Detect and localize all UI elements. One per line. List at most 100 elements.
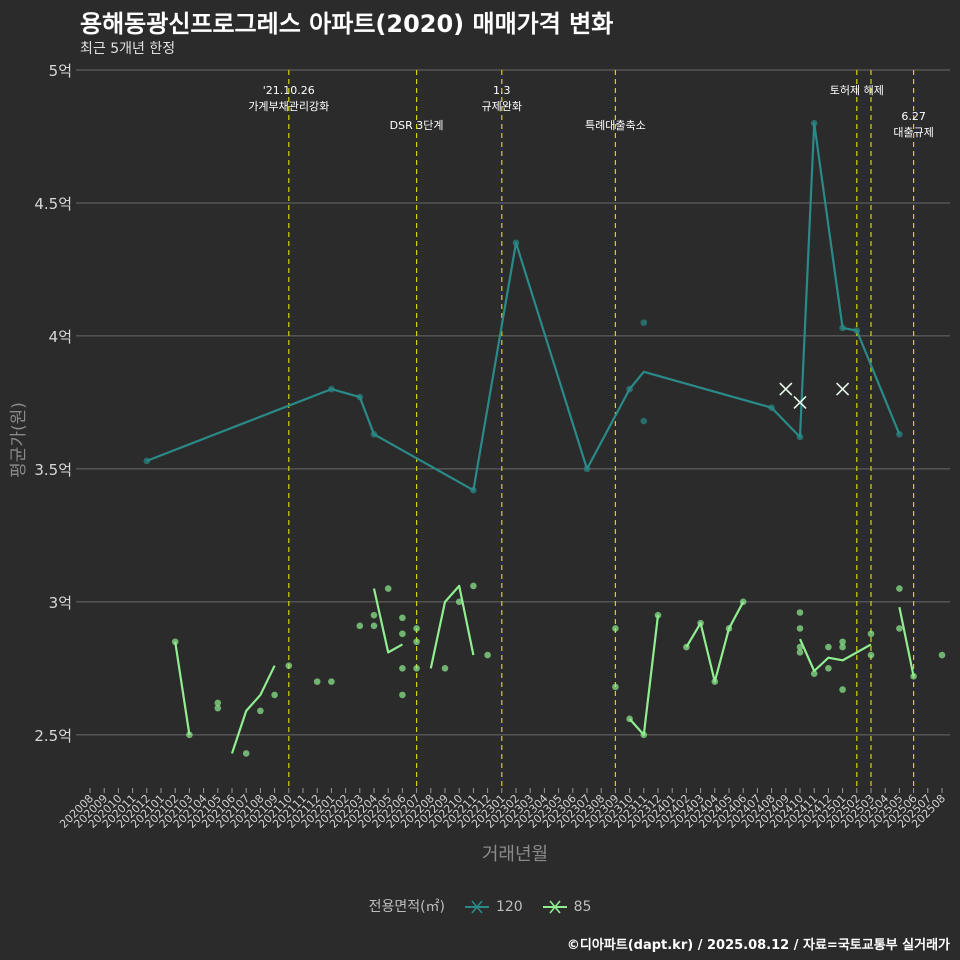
event-label: 특례대출축소 [585, 119, 646, 132]
event-label: 가계부채관리강화 [248, 100, 329, 113]
series-85-point [257, 707, 264, 715]
series-85-point [725, 625, 733, 632]
x-axis-label: 거래년월 [482, 844, 548, 865]
series-120-point [796, 433, 804, 441]
series-85-point [612, 683, 619, 691]
series-85-point [825, 643, 832, 651]
series-85-point [896, 625, 903, 632]
series-85-point [285, 662, 293, 669]
series-85-point [697, 619, 704, 627]
series-85-point [825, 665, 832, 672]
series-85-line [798, 638, 872, 673]
y-tick-label: 4억 [49, 328, 72, 346]
series-120-point [143, 457, 151, 465]
series-85-point [384, 585, 392, 592]
series-120-cross-point [779, 382, 793, 396]
series-120-point [370, 431, 378, 438]
series-120-cross-point [793, 395, 807, 409]
series-85-line [372, 588, 403, 654]
legend-label-85: 85 [573, 899, 592, 915]
event-label: 토허제 해제 [830, 83, 884, 97]
source-caption: ©디아파트(dapt.kr) / 2025.08.12 / 자료=국토교통부 실… [566, 938, 950, 953]
series-85-point [413, 625, 420, 632]
series-120-point [839, 324, 846, 332]
y-tick-label: 5억 [49, 62, 72, 80]
series-85-point [683, 643, 690, 651]
series-85-point [399, 614, 406, 622]
y-axis-label: 평균가(원) [9, 402, 29, 478]
series-85-point [470, 582, 477, 590]
event-label: 규제완화 [482, 100, 522, 113]
series-85-line [685, 601, 745, 683]
event-label: '21.10.26 [263, 84, 315, 97]
legend-key-85 [543, 900, 568, 914]
series-120-point [356, 393, 364, 401]
series-120-point [768, 404, 775, 412]
series-120-point [626, 385, 633, 393]
series-85-point [867, 651, 875, 659]
event-label: DSR 3단계 [390, 119, 444, 132]
series-85-point [441, 665, 449, 672]
series-120-point [640, 417, 648, 425]
series-85-point [626, 715, 633, 723]
legend-item-120: 120 [463, 899, 523, 915]
legend: 전용면적(㎡) 120 85 [0, 896, 960, 916]
series-120-point [810, 119, 818, 127]
cross-stroke [793, 395, 807, 409]
series-85-point [399, 665, 406, 672]
series-85-point [413, 638, 420, 646]
series-85-point [796, 609, 804, 616]
event-label: 대출규제 [893, 126, 933, 139]
series-85-point [810, 670, 818, 677]
series-120-point [328, 385, 335, 393]
series-85-point [796, 625, 804, 632]
series-85-line [174, 641, 191, 735]
chart-title: 용해동광신프로그레스 아파트(2020) 매매가격 변화 [80, 10, 614, 38]
series-85-point [796, 649, 804, 656]
series-120-point [853, 327, 861, 334]
series-85-point [839, 643, 846, 651]
series-85-point [242, 750, 250, 757]
series-85-point [711, 678, 719, 685]
series-85-point [271, 691, 278, 699]
series-120-point [512, 239, 520, 247]
series-85-point [867, 630, 875, 638]
series-85-point [313, 678, 321, 685]
series-85-point [910, 673, 917, 680]
series-85-point [455, 598, 463, 606]
series-85-point [214, 704, 222, 712]
event-label: 1.3 [493, 84, 511, 97]
series-85-point [214, 699, 222, 707]
series-85-point [839, 686, 846, 693]
series-85-point [484, 651, 491, 659]
series-85-point [328, 678, 335, 685]
event-label: 6.27 [901, 110, 926, 123]
series-85-point [399, 630, 406, 638]
series-85-line [230, 665, 276, 754]
chart-subtitle: 최근 5개년 한정 [80, 41, 176, 57]
series-120-point [640, 319, 648, 326]
y-tick-label: 3.5억 [34, 461, 72, 479]
series-85-point [796, 643, 804, 651]
series-85-line [628, 615, 660, 736]
series-85-point [356, 622, 364, 630]
series-120-point [583, 465, 591, 473]
series-120-point [896, 431, 903, 438]
legend-key-120 [465, 900, 490, 914]
series-85-point [370, 622, 378, 630]
series-85-point [370, 611, 378, 619]
series-85-point [839, 638, 846, 646]
series-85-point [413, 665, 420, 672]
cross-stroke [836, 382, 850, 396]
series-85-point [896, 585, 903, 592]
series-85-point [640, 731, 648, 739]
series-120-cross-point [836, 382, 850, 396]
series-85-point [171, 638, 179, 646]
legend-label-120: 120 [495, 899, 523, 915]
series-85-point [938, 651, 946, 659]
series-85-line [429, 584, 475, 669]
series-85-point [612, 625, 619, 632]
y-tick-label: 3억 [49, 594, 72, 612]
series-85-point [739, 598, 747, 606]
